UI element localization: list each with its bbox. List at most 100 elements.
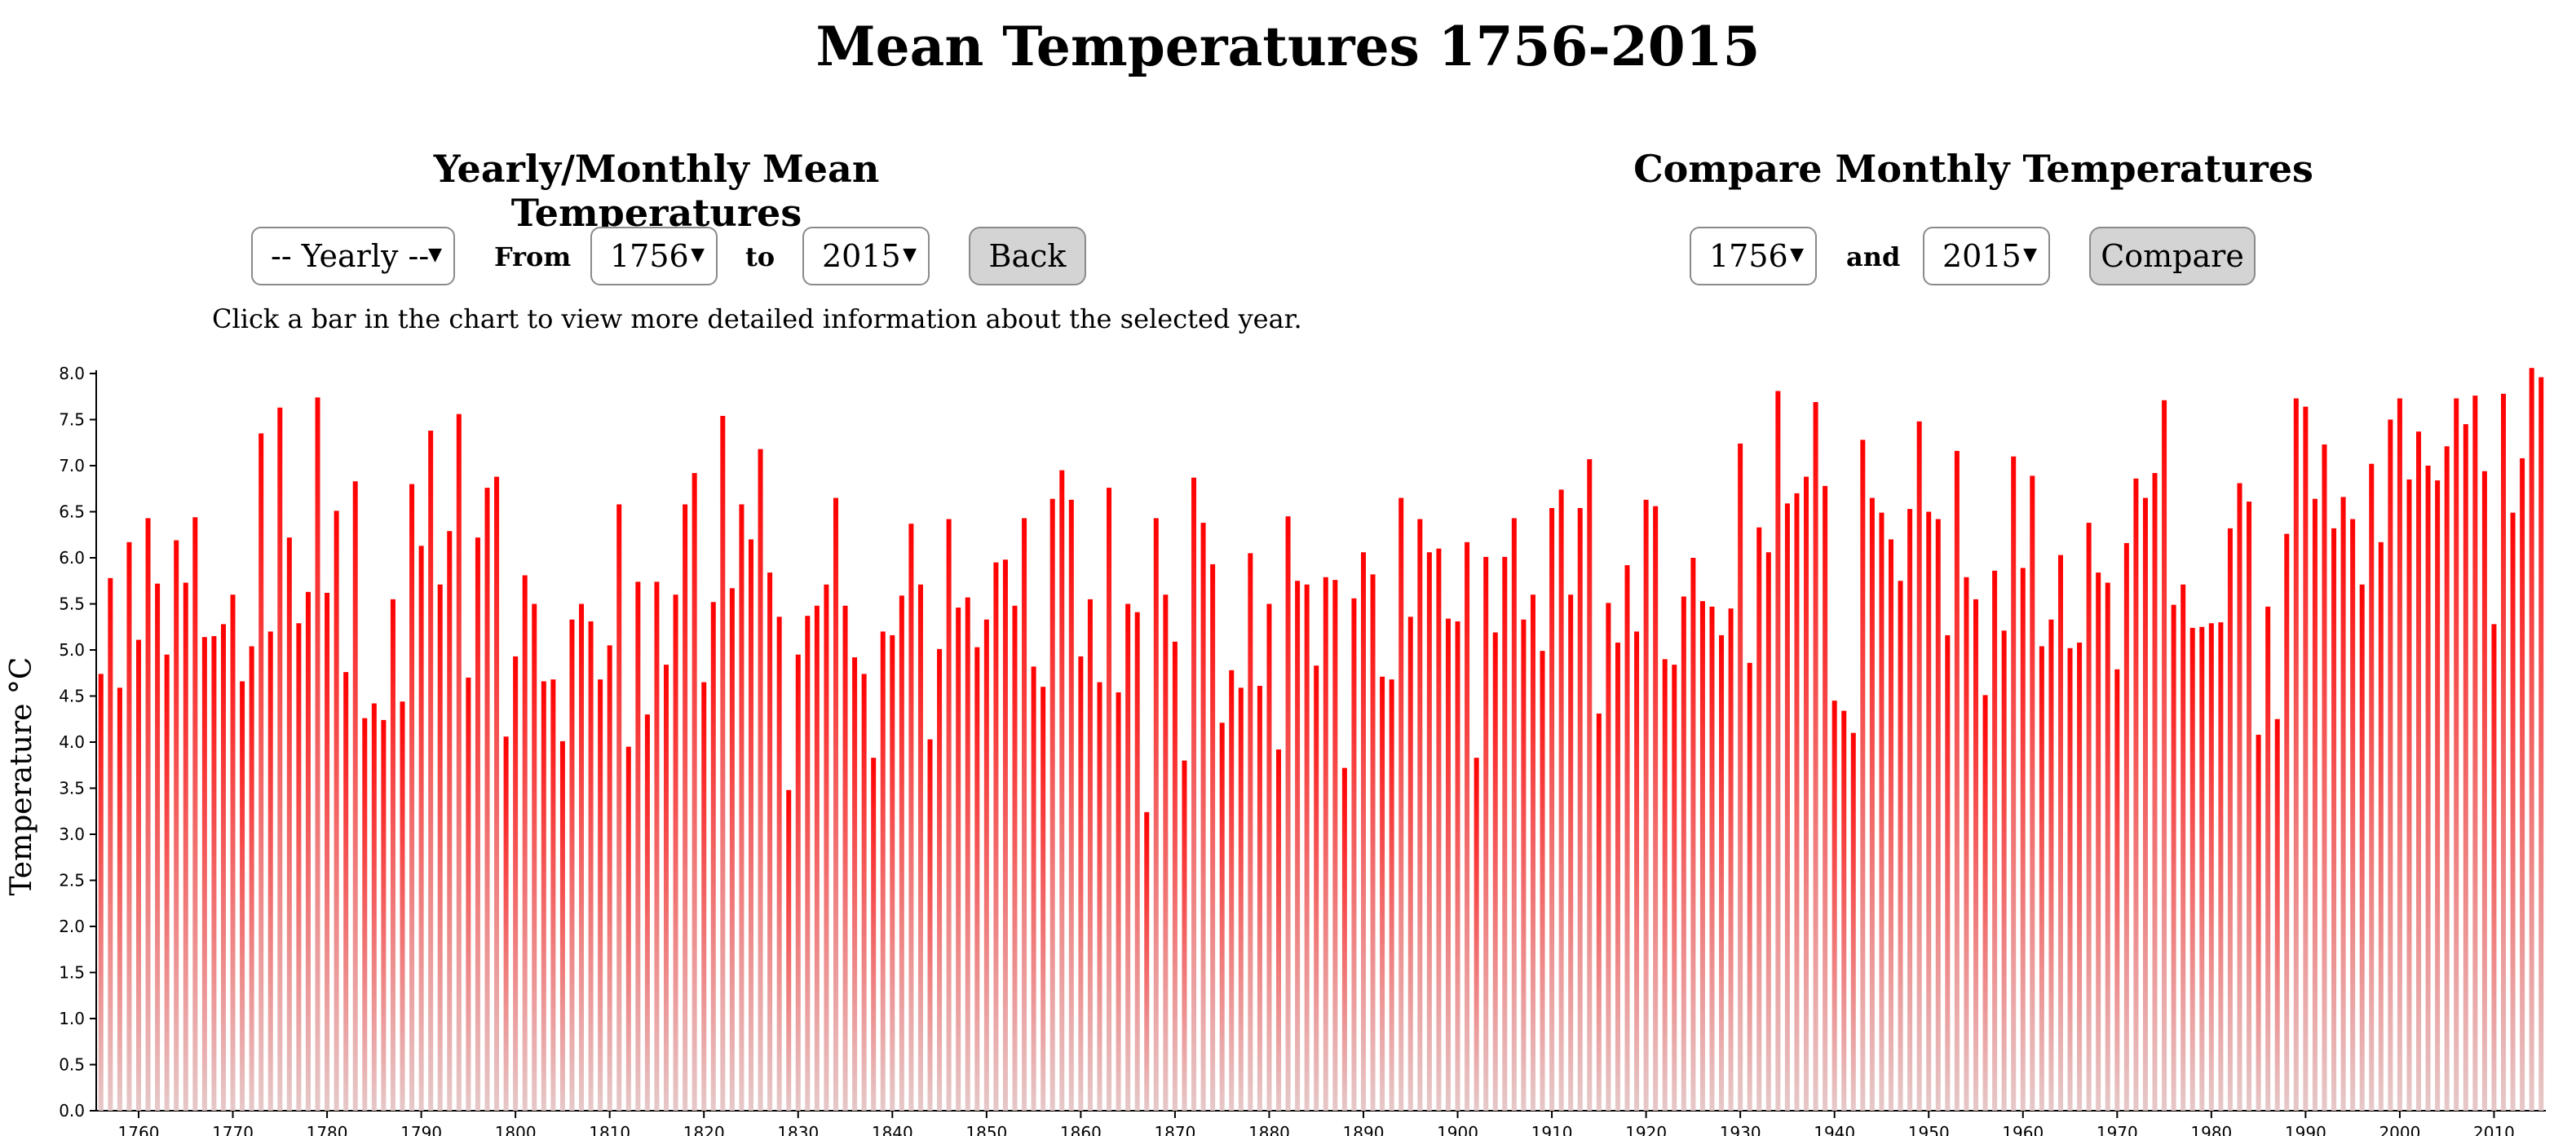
bar-1904[interactable]	[1492, 632, 1498, 1111]
bar-1876[interactable]	[1229, 670, 1235, 1111]
bar-1836[interactable]	[852, 657, 858, 1111]
bar-1771[interactable]	[240, 681, 245, 1111]
bar-1893[interactable]	[1389, 679, 1394, 1111]
bar-1881[interactable]	[1276, 749, 1282, 1111]
bar-1959[interactable]	[2011, 456, 2017, 1111]
bar-1845[interactable]	[937, 648, 943, 1111]
bar-1975[interactable]	[2162, 400, 2167, 1111]
bar-1769[interactable]	[220, 624, 226, 1111]
bar-1902[interactable]	[1474, 758, 1479, 1111]
bar-1813[interactable]	[635, 581, 641, 1111]
bar-2007[interactable]	[2463, 424, 2468, 1111]
bar-1905[interactable]	[1502, 556, 1508, 1111]
bar-1998[interactable]	[2378, 541, 2384, 1111]
bar-1773[interactable]	[258, 433, 264, 1111]
bar-1898[interactable]	[1436, 548, 1442, 1111]
bar-1826[interactable]	[758, 449, 763, 1111]
bar-1758[interactable]	[117, 687, 122, 1111]
bar-1851[interactable]	[993, 562, 999, 1111]
bar-1892[interactable]	[1380, 676, 1385, 1111]
bar-1837[interactable]	[861, 674, 867, 1111]
bar-1955[interactable]	[1973, 599, 1978, 1111]
bar-1850[interactable]	[983, 619, 989, 1111]
bar-1919[interactable]	[1634, 631, 1640, 1111]
bar-1908[interactable]	[1530, 595, 1535, 1111]
bar-1915[interactable]	[1596, 713, 1602, 1111]
bar-1765[interactable]	[183, 582, 188, 1111]
bar-1999[interactable]	[2388, 419, 2393, 1112]
bar-1945[interactable]	[1879, 512, 1885, 1111]
bar-1957[interactable]	[1992, 570, 1998, 1111]
bar-1982[interactable]	[2227, 528, 2233, 1111]
bar-1825[interactable]	[748, 539, 753, 1111]
bar-1875[interactable]	[1219, 723, 1225, 1111]
bar-1874[interactable]	[1210, 564, 1216, 1111]
bar-1986[interactable]	[2265, 606, 2271, 1111]
bar-1815[interactable]	[654, 581, 660, 1111]
bar-1789[interactable]	[409, 484, 415, 1111]
bar-1787[interactable]	[390, 599, 395, 1111]
bar-1947[interactable]	[1898, 581, 1903, 1111]
bar-1842[interactable]	[908, 524, 914, 1111]
bar-1954[interactable]	[1964, 577, 1969, 1111]
bar-1996[interactable]	[2359, 584, 2365, 1111]
bar-1847[interactable]	[956, 608, 961, 1111]
bar-1844[interactable]	[927, 739, 933, 1111]
bar-1930[interactable]	[1738, 443, 1743, 1111]
bar-1937[interactable]	[1804, 476, 1809, 1111]
back-button[interactable]: Back	[969, 227, 1086, 285]
bar-1958[interactable]	[2001, 630, 2007, 1111]
bar-1970[interactable]	[2114, 669, 2120, 1111]
bar-1878[interactable]	[1248, 553, 1253, 1111]
bar-1759[interactable]	[126, 541, 132, 1111]
bar-2011[interactable]	[2501, 393, 2507, 1111]
bar-1979[interactable]	[2199, 626, 2205, 1111]
bar-1972[interactable]	[2133, 478, 2139, 1111]
bar-1831[interactable]	[805, 616, 811, 1111]
bar-1929[interactable]	[1728, 608, 1734, 1111]
bar-1857[interactable]	[1049, 498, 1055, 1111]
bar-1950[interactable]	[1926, 511, 1932, 1112]
bar-1799[interactable]	[503, 736, 509, 1111]
bar-1766[interactable]	[192, 517, 198, 1111]
bar-1763[interactable]	[164, 654, 170, 1111]
bar-1801[interactable]	[522, 575, 528, 1111]
bar-1832[interactable]	[814, 605, 820, 1111]
bar-2010[interactable]	[2491, 624, 2497, 1111]
bar-1887[interactable]	[1332, 580, 1338, 1111]
bar-2003[interactable]	[2425, 466, 2431, 1111]
bar-1829[interactable]	[786, 789, 792, 1111]
bar-1859[interactable]	[1068, 499, 1074, 1111]
bar-1806[interactable]	[569, 619, 575, 1111]
bar-1798[interactable]	[494, 476, 500, 1111]
bar-1792[interactable]	[437, 584, 443, 1111]
bar-1976[interactable]	[2171, 604, 2176, 1111]
bar-2014[interactable]	[2529, 368, 2534, 1112]
bar-1862[interactable]	[1097, 682, 1102, 1111]
bar-1870[interactable]	[1172, 641, 1178, 1111]
bar-1991[interactable]	[2312, 498, 2318, 1111]
bar-1984[interactable]	[2247, 502, 2252, 1111]
bar-1805[interactable]	[559, 740, 565, 1111]
to-year-select[interactable]: 2015 ▼	[802, 227, 930, 285]
bar-1906[interactable]	[1511, 518, 1517, 1111]
bar-1944[interactable]	[1869, 497, 1875, 1111]
bar-1854[interactable]	[1022, 518, 1027, 1111]
bar-1756[interactable]	[98, 674, 104, 1111]
bar-1833[interactable]	[824, 584, 829, 1111]
bar-1910[interactable]	[1549, 507, 1555, 1111]
bar-1774[interactable]	[267, 631, 273, 1111]
bar-1923[interactable]	[1672, 665, 1677, 1111]
bar-1861[interactable]	[1087, 599, 1093, 1111]
bar-1993[interactable]	[2331, 528, 2337, 1111]
bar-1907[interactable]	[1521, 619, 1527, 1111]
bar-1761[interactable]	[145, 518, 151, 1111]
mode-select[interactable]: -- Yearly -- ▼	[251, 227, 455, 285]
bar-1985[interactable]	[2256, 734, 2261, 1111]
bar-1960[interactable]	[2020, 568, 2026, 1111]
bar-1925[interactable]	[1690, 558, 1696, 1111]
bar-1849[interactable]	[974, 647, 980, 1111]
bar-1927[interactable]	[1709, 606, 1715, 1111]
bar-1830[interactable]	[795, 654, 801, 1111]
bar-1920[interactable]	[1643, 499, 1649, 1111]
